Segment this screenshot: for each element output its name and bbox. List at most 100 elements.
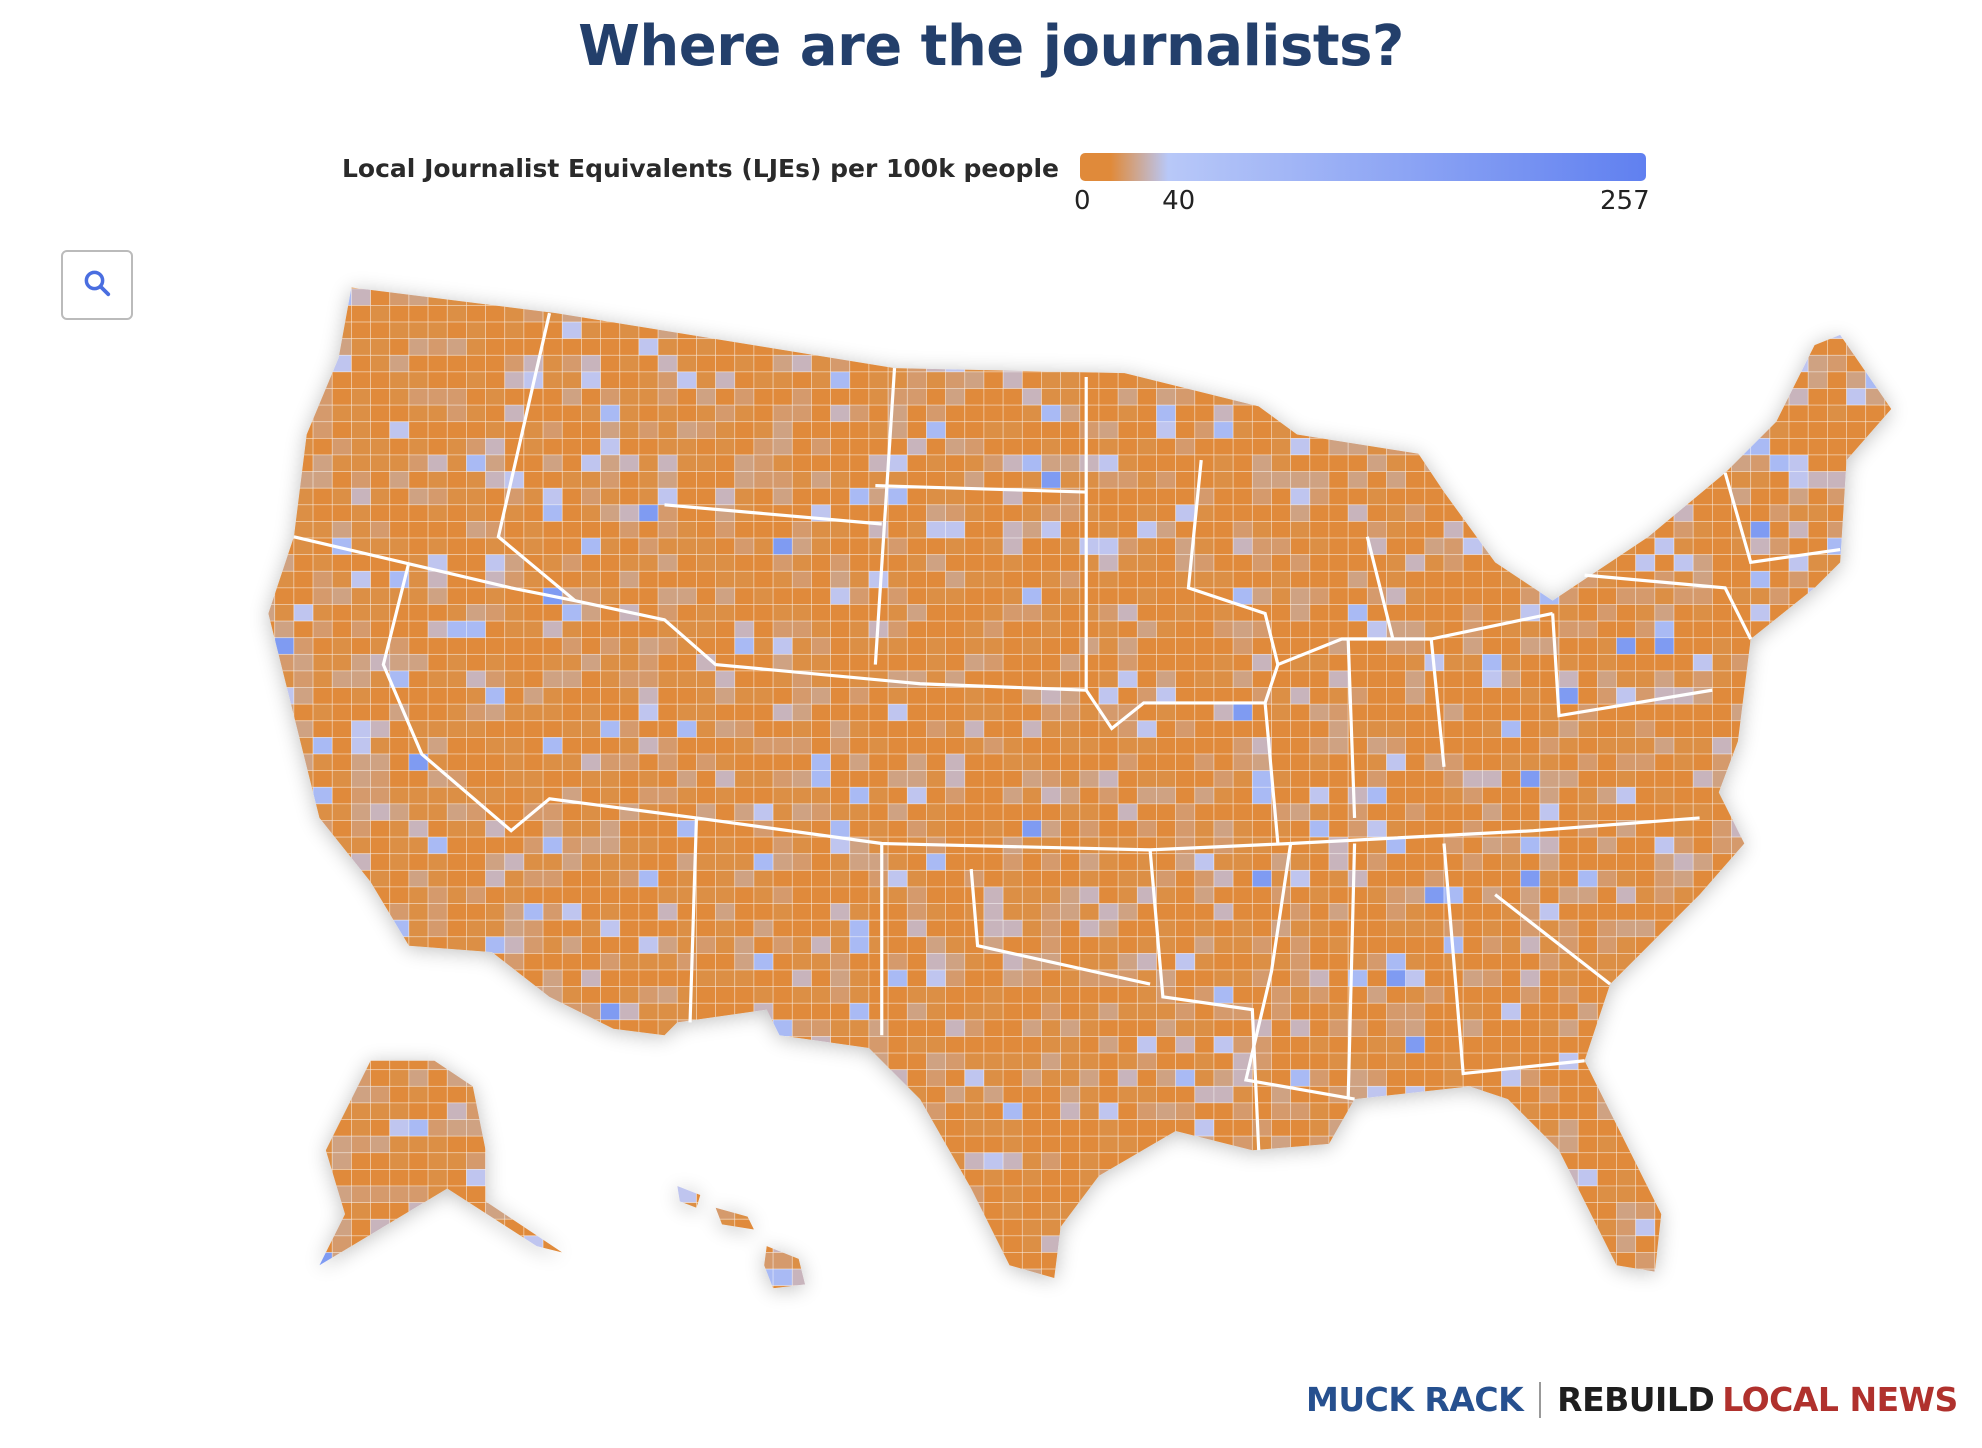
county-cell[interactable]: [868, 437, 889, 456]
county-cell[interactable]: [466, 986, 486, 1004]
county-cell[interactable]: [1501, 687, 1522, 705]
county-cell[interactable]: [581, 687, 601, 705]
county-cell[interactable]: [620, 256, 639, 273]
county-cell[interactable]: [561, 1102, 582, 1120]
county-cell[interactable]: [1673, 903, 1694, 921]
county-cell[interactable]: [1558, 338, 1579, 356]
county-cell[interactable]: [1654, 886, 1675, 904]
county-cell[interactable]: [791, 288, 812, 306]
county-cell[interactable]: [1865, 670, 1886, 688]
county-cell[interactable]: [1328, 1185, 1349, 1204]
county-cell[interactable]: [964, 1202, 985, 1220]
county-cell[interactable]: [1309, 803, 1330, 821]
county-cell[interactable]: [256, 670, 276, 688]
county-cell[interactable]: [446, 338, 467, 356]
county-cell[interactable]: [1596, 521, 1617, 539]
county-cell[interactable]: [370, 421, 391, 439]
county-cell[interactable]: [1117, 388, 1138, 406]
county-cell[interactable]: [293, 1135, 314, 1154]
county-cell[interactable]: [1098, 537, 1119, 556]
county-cell[interactable]: [485, 670, 506, 688]
county-cell[interactable]: [926, 321, 947, 340]
county-cell[interactable]: [1098, 1169, 1119, 1187]
county-cell[interactable]: [772, 1202, 793, 1220]
county-cell[interactable]: [754, 256, 773, 273]
county-cell[interactable]: [753, 570, 774, 589]
county-cell[interactable]: [791, 986, 812, 1004]
county-cell[interactable]: [1788, 354, 1809, 373]
county-cell[interactable]: [1788, 570, 1809, 589]
county-cell[interactable]: [504, 338, 525, 356]
county-cell[interactable]: [1079, 737, 1100, 755]
county-cell[interactable]: [293, 354, 314, 373]
county-cell[interactable]: [887, 770, 908, 788]
county-cell[interactable]: [1558, 471, 1579, 489]
county-cell[interactable]: [1539, 903, 1560, 921]
county-cell[interactable]: [964, 437, 985, 456]
county-cell[interactable]: [561, 986, 582, 1004]
county-cell[interactable]: [1846, 1152, 1867, 1170]
county-cell[interactable]: [1328, 886, 1349, 904]
county-cell[interactable]: [906, 786, 927, 805]
county-cell[interactable]: [734, 371, 755, 389]
county-cell[interactable]: [1002, 687, 1023, 705]
county-cell[interactable]: [370, 1135, 391, 1154]
county-cell[interactable]: [1251, 487, 1272, 506]
county-cell[interactable]: [1136, 471, 1157, 489]
county-cell[interactable]: [926, 1135, 947, 1154]
county-cell[interactable]: [1176, 256, 1195, 273]
county-cell[interactable]: [1098, 305, 1119, 323]
county-cell[interactable]: [351, 670, 371, 688]
county-cell[interactable]: [696, 570, 716, 589]
county-cell[interactable]: [312, 637, 333, 655]
county-cell[interactable]: [868, 371, 889, 389]
county-cell[interactable]: [1481, 504, 1502, 522]
county-cell[interactable]: [485, 786, 506, 805]
county-cell[interactable]: [926, 1169, 947, 1187]
county-cell[interactable]: [1635, 737, 1656, 755]
county-cell[interactable]: [753, 272, 774, 290]
county-cell[interactable]: [1098, 620, 1119, 639]
county-cell[interactable]: [1654, 338, 1675, 356]
county-cell[interactable]: [1865, 1202, 1886, 1220]
county-cell[interactable]: [370, 587, 391, 605]
county-cell[interactable]: [466, 305, 486, 323]
county-cell[interactable]: [830, 770, 851, 788]
county-cell[interactable]: [1769, 487, 1790, 506]
county-cell[interactable]: [1577, 919, 1598, 938]
county-cell[interactable]: [1079, 869, 1100, 888]
county-cell[interactable]: [1405, 437, 1426, 456]
county-cell[interactable]: [850, 256, 869, 273]
county-cell[interactable]: [274, 886, 295, 904]
county-cell[interactable]: [1462, 1135, 1483, 1154]
county-cell[interactable]: [1156, 1002, 1177, 1021]
county-cell[interactable]: [1156, 753, 1177, 772]
county-cell[interactable]: [887, 903, 908, 921]
county-cell[interactable]: [676, 288, 697, 306]
county-cell[interactable]: [561, 504, 582, 522]
county-cell[interactable]: [1347, 537, 1368, 556]
county-cell[interactable]: [1021, 354, 1042, 373]
county-cell[interactable]: [1136, 820, 1157, 838]
county-cell[interactable]: [1616, 371, 1637, 389]
county-cell[interactable]: [389, 637, 410, 655]
county-cell[interactable]: [542, 770, 563, 788]
county-cell[interactable]: [1194, 1002, 1215, 1021]
county-cell[interactable]: [830, 1185, 851, 1204]
county-cell[interactable]: [926, 786, 947, 805]
county-cell[interactable]: [561, 1202, 582, 1220]
county-cell[interactable]: [868, 272, 889, 290]
county-cell[interactable]: [1232, 953, 1253, 971]
county-cell[interactable]: [1366, 687, 1387, 705]
county-cell[interactable]: [1347, 1102, 1368, 1120]
county-cell[interactable]: [619, 786, 640, 805]
county-cell[interactable]: [772, 953, 793, 971]
county-cell[interactable]: [1673, 521, 1694, 539]
county-cell[interactable]: [1194, 388, 1215, 406]
county-cell[interactable]: [1443, 1185, 1464, 1204]
county-cell[interactable]: [256, 404, 276, 423]
county-cell[interactable]: [753, 919, 774, 938]
county-cell[interactable]: [1328, 986, 1349, 1004]
county-cell[interactable]: [600, 903, 621, 921]
county-cell[interactable]: [1136, 487, 1157, 506]
